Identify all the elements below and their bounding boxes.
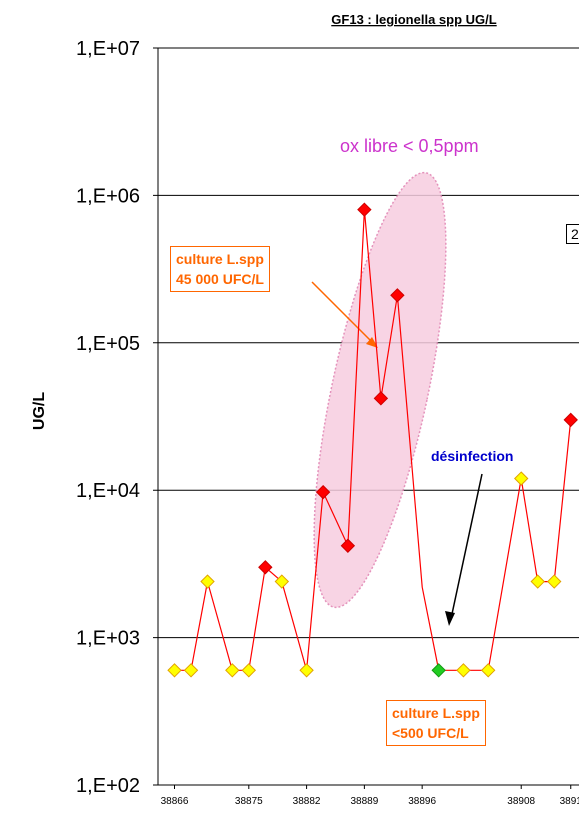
x-tick-labels: 38866 38875 38882 38889 38896 38908 3891	[161, 785, 579, 807]
x-tick-label: 38875	[235, 796, 263, 807]
data-markers	[167, 202, 578, 678]
data-point	[299, 663, 314, 678]
callout1-arrow	[311, 281, 373, 343]
callout1-arrowhead	[366, 337, 378, 348]
callout-culture-high-line2: 45 000 UFC/L	[176, 271, 264, 287]
data-point	[315, 484, 331, 500]
data-point	[480, 663, 496, 678]
data-point	[373, 391, 389, 406]
axes	[157, 48, 579, 786]
partial-right-label: 2	[566, 224, 579, 244]
y-tick-label: 1,E+07	[76, 38, 140, 60]
data-point	[456, 663, 471, 678]
chart-title: GF13 : legionella spp UG/L	[331, 12, 496, 27]
y-tick-label: 1,E+06	[76, 185, 140, 207]
desinfection-arrowhead	[445, 611, 455, 626]
desinfection-arrow	[451, 473, 483, 615]
y-tick-label: 1,E+03	[76, 628, 140, 650]
data-point	[514, 471, 529, 486]
callout-culture-low-line1: culture L.spp	[392, 705, 480, 721]
callout-culture-high: culture L.spp 45 000 UFC/L	[170, 246, 270, 292]
data-point	[563, 412, 578, 428]
data-point	[200, 574, 215, 589]
ellipse-label: ox libre < 0,5ppm	[340, 136, 479, 156]
x-tick-label: 38889	[350, 796, 378, 807]
data-point	[530, 574, 545, 589]
callout-culture-high-line1: culture L.spp	[176, 251, 264, 267]
data-point	[225, 663, 240, 678]
data-point	[390, 288, 405, 303]
callout-culture-low-line2: <500 UFC/L	[392, 725, 469, 741]
y-axis-label: UG/L	[31, 392, 48, 430]
y-tick-label: 1,E+05	[76, 333, 140, 355]
data-point	[547, 574, 562, 589]
x-tick-label: 3891	[560, 796, 579, 807]
x-tick-label: 38908	[507, 796, 535, 807]
y-tick-label: 1,E+02	[76, 775, 140, 797]
data-point	[167, 663, 182, 678]
data-point	[183, 663, 199, 678]
data-point	[340, 538, 356, 553]
data-point	[274, 574, 290, 589]
data-point	[357, 202, 372, 217]
desinfection-label: désinfection	[431, 448, 514, 464]
y-tick-label: 1,E+04	[76, 480, 140, 502]
annotation-arrows	[311, 281, 483, 626]
data-point	[241, 663, 257, 678]
data-point	[431, 663, 446, 678]
x-tick-label: 38896	[408, 796, 436, 807]
x-tick-label: 38866	[161, 796, 189, 807]
x-tick-label: 38882	[293, 796, 321, 807]
data-point	[258, 560, 273, 575]
callout-culture-low: culture L.spp <500 UFC/L	[386, 700, 486, 746]
y-tick-labels: 1,E+02 1,E+03 1,E+04 1,E+05 1,E+06 1,E+07	[76, 38, 140, 797]
